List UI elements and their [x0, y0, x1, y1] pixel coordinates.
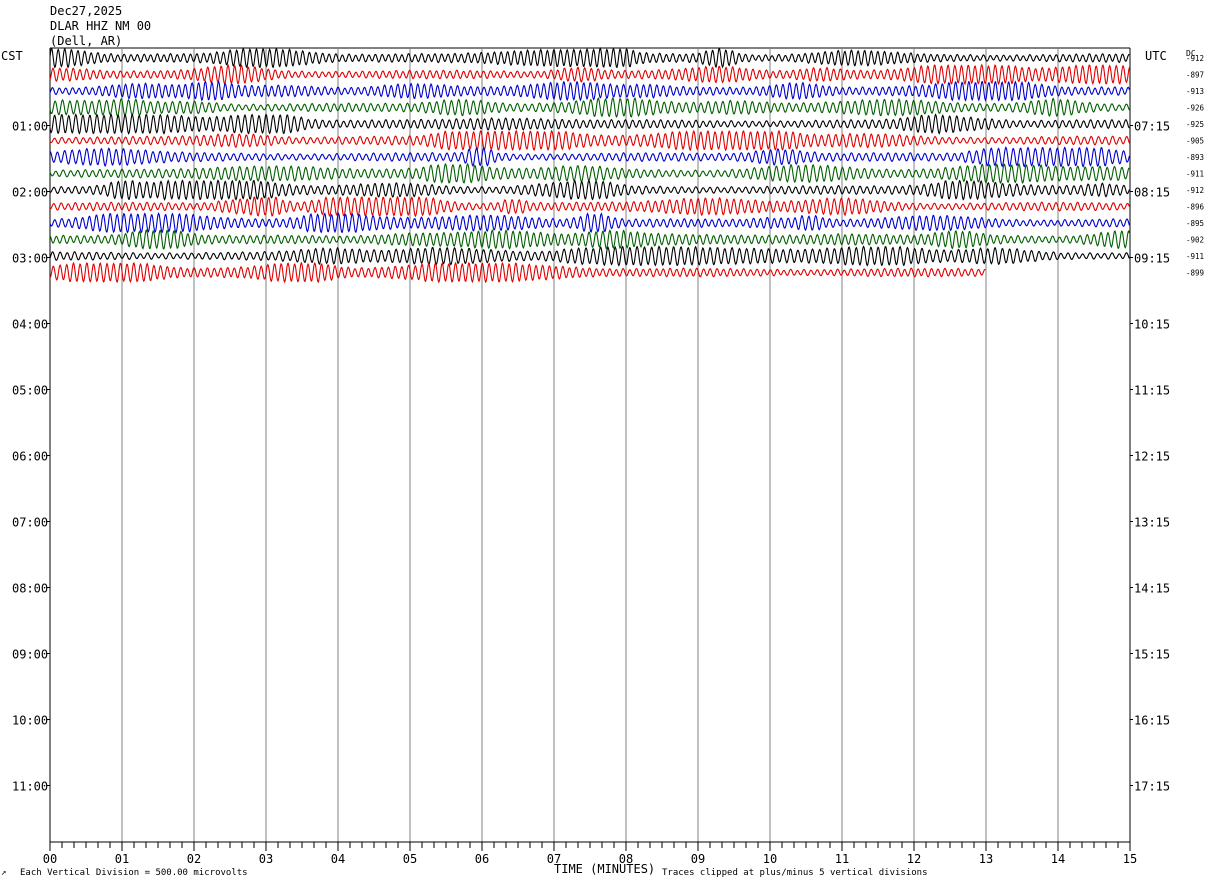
dc-offset-labels: -912 -897 -913 -926 -925 -905 -893 -911 -912 -896… — [1186, 54, 1205, 278]
x-tick-label-06: 06 — [475, 852, 489, 866]
header-location: (Dell, AR) — [50, 34, 123, 48]
left-hour-label: 04:00 — [12, 318, 48, 332]
time-axis: 00 01 02 03 04 05 06 07 08 09 10 11 12 13 14 15 — [43, 841, 1137, 866]
x-tick-label-02: 02 — [187, 852, 201, 866]
dc-value-row-0: -912 — [1186, 54, 1204, 63]
dc-value-row-13: -899 — [1186, 269, 1204, 278]
trace-row-2 — [49, 80, 1130, 102]
minute-gridlines — [49, 47, 1131, 842]
dc-value-row-10: -895 — [1186, 219, 1204, 228]
x-tick-label-15: 15 — [1123, 852, 1137, 866]
trace-row-3 — [49, 96, 1130, 118]
seismic-traces — [49, 46, 1130, 284]
right-hour-label: 17:15 — [1134, 780, 1170, 794]
dc-value-row-11: -902 — [1186, 236, 1204, 245]
trace-row-13 — [49, 261, 986, 284]
right-hour-label: 07:15 — [1134, 120, 1170, 134]
left-hour-label: 01:00 — [12, 120, 48, 134]
x-tick-label-11: 11 — [835, 852, 849, 866]
dc-value-row-4: -925 — [1186, 120, 1204, 129]
hour-labels: 01:00 02:00 03:00 04:00 05:00 06:00 07:00 08:00… — [12, 120, 1170, 794]
right-hour-label: 11:15 — [1134, 384, 1170, 398]
dc-value-row-1: -897 — [1186, 71, 1204, 80]
right-hour-label: 12:15 — [1134, 450, 1170, 464]
left-hour-label: 07:00 — [12, 516, 48, 530]
dc-value-row-6: -893 — [1186, 153, 1204, 162]
x-tick-label-10: 10 — [763, 852, 777, 866]
dc-value-row-7: -911 — [1186, 170, 1204, 179]
right-hour-label: 15:15 — [1134, 648, 1170, 662]
x-tick-label-09: 09 — [691, 852, 705, 866]
x-tick-label-04: 04 — [331, 852, 345, 866]
x-tick-label-07: 07 — [547, 852, 561, 866]
x-tick-label-12: 12 — [907, 852, 921, 866]
x-tick-label-14: 14 — [1051, 852, 1065, 866]
header-station: DLAR HHZ NM 00 — [50, 19, 152, 33]
trace-row-7 — [49, 162, 1130, 185]
trace-row-5 — [49, 129, 1130, 152]
dc-value-row-8: -912 — [1186, 186, 1204, 195]
trace-row-4 — [49, 113, 1130, 135]
right-hour-label: 08:15 — [1134, 186, 1170, 200]
dc-value-row-9: -896 — [1186, 203, 1205, 212]
left-hour-label: 05:00 — [12, 384, 48, 398]
dc-value-row-3: -926 — [1186, 104, 1205, 113]
dc-value-row-2: -913 — [1186, 87, 1204, 96]
right-hour-label: 10:15 — [1134, 318, 1170, 332]
left-hour-label: 11:00 — [12, 780, 48, 794]
x-tick-label-08: 08 — [619, 852, 633, 866]
left-hour-label: 06:00 — [12, 450, 48, 464]
right-timezone-label: UTC — [1145, 49, 1167, 63]
dc-value-row-12: -911 — [1186, 252, 1204, 261]
trace-row-12 — [49, 245, 1130, 267]
right-hour-label: 13:15 — [1134, 516, 1170, 530]
left-hour-label: 09:00 — [12, 648, 48, 662]
trace-row-8 — [49, 179, 1130, 201]
x-tick-label-01: 01 — [115, 852, 129, 866]
x-tick-label-00: 00 — [43, 852, 57, 866]
scale-note: Each Vertical Division = 500.00 microvol… — [20, 868, 248, 878]
left-hour-label: 02:00 — [12, 186, 48, 200]
right-hour-label: 09:15 — [1134, 252, 1170, 266]
corner-mark: ↗ — [1, 868, 7, 878]
right-hour-label: 14:15 — [1134, 582, 1170, 596]
header-date: Dec27,2025 — [50, 4, 123, 18]
trace-row-10 — [49, 212, 1130, 234]
trace-row-11 — [49, 229, 1130, 250]
dc-value-row-5: -905 — [1186, 137, 1204, 146]
x-tick-label-03: 03 — [259, 852, 273, 866]
x-tick-label-05: 05 — [403, 852, 417, 866]
left-hour-label: 08:00 — [12, 582, 48, 596]
left-timezone-label: CST — [1, 49, 23, 63]
left-hour-label: 03:00 — [12, 252, 48, 266]
trace-row-6 — [49, 146, 1130, 168]
right-hour-label: 16:15 — [1134, 714, 1170, 728]
trace-row-1 — [49, 63, 1130, 86]
left-hour-label: 10:00 — [12, 714, 48, 728]
trace-row-9 — [49, 195, 1130, 218]
clip-note: Traces clipped at plus/minus 5 vertical … — [662, 868, 928, 878]
dc-label: DC — [1186, 49, 1196, 58]
x-tick-label-13: 13 — [979, 852, 993, 866]
trace-row-0 — [49, 46, 1130, 69]
x-axis-label: TIME (MINUTES) — [554, 862, 656, 876]
